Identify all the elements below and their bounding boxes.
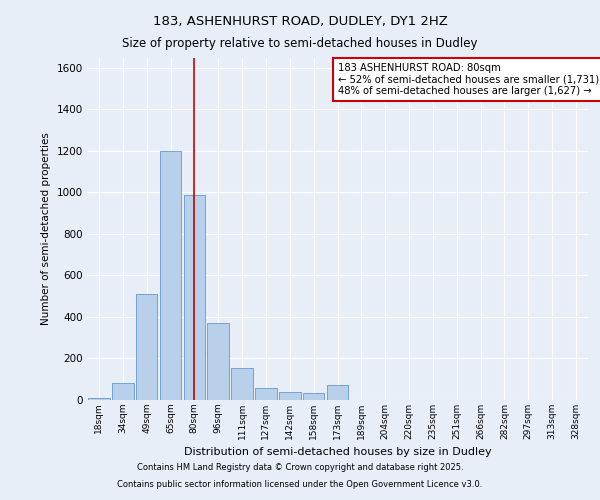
Text: 183, ASHENHURST ROAD, DUDLEY, DY1 2HZ: 183, ASHENHURST ROAD, DUDLEY, DY1 2HZ	[152, 15, 448, 28]
Bar	[327, 386, 348, 400]
X-axis label: Distribution of semi-detached houses by size in Dudley: Distribution of semi-detached houses by …	[184, 448, 491, 458]
Bar	[279, 392, 301, 400]
Text: Contains HM Land Registry data © Crown copyright and database right 2025.: Contains HM Land Registry data © Crown c…	[137, 464, 463, 472]
Bar	[184, 194, 205, 400]
Bar	[303, 392, 325, 400]
Bar	[88, 398, 110, 400]
Bar	[112, 384, 134, 400]
Bar	[136, 294, 157, 400]
Text: Contains public sector information licensed under the Open Government Licence v3: Contains public sector information licen…	[118, 480, 482, 489]
Y-axis label: Number of semi-detached properties: Number of semi-detached properties	[41, 132, 51, 325]
Text: 183 ASHENHURST ROAD: 80sqm
← 52% of semi-detached houses are smaller (1,731)
48%: 183 ASHENHURST ROAD: 80sqm ← 52% of semi…	[337, 62, 599, 96]
Text: Size of property relative to semi-detached houses in Dudley: Size of property relative to semi-detach…	[122, 38, 478, 51]
Bar	[208, 323, 229, 400]
Bar	[160, 151, 181, 400]
Bar	[232, 368, 253, 400]
Bar	[255, 388, 277, 400]
